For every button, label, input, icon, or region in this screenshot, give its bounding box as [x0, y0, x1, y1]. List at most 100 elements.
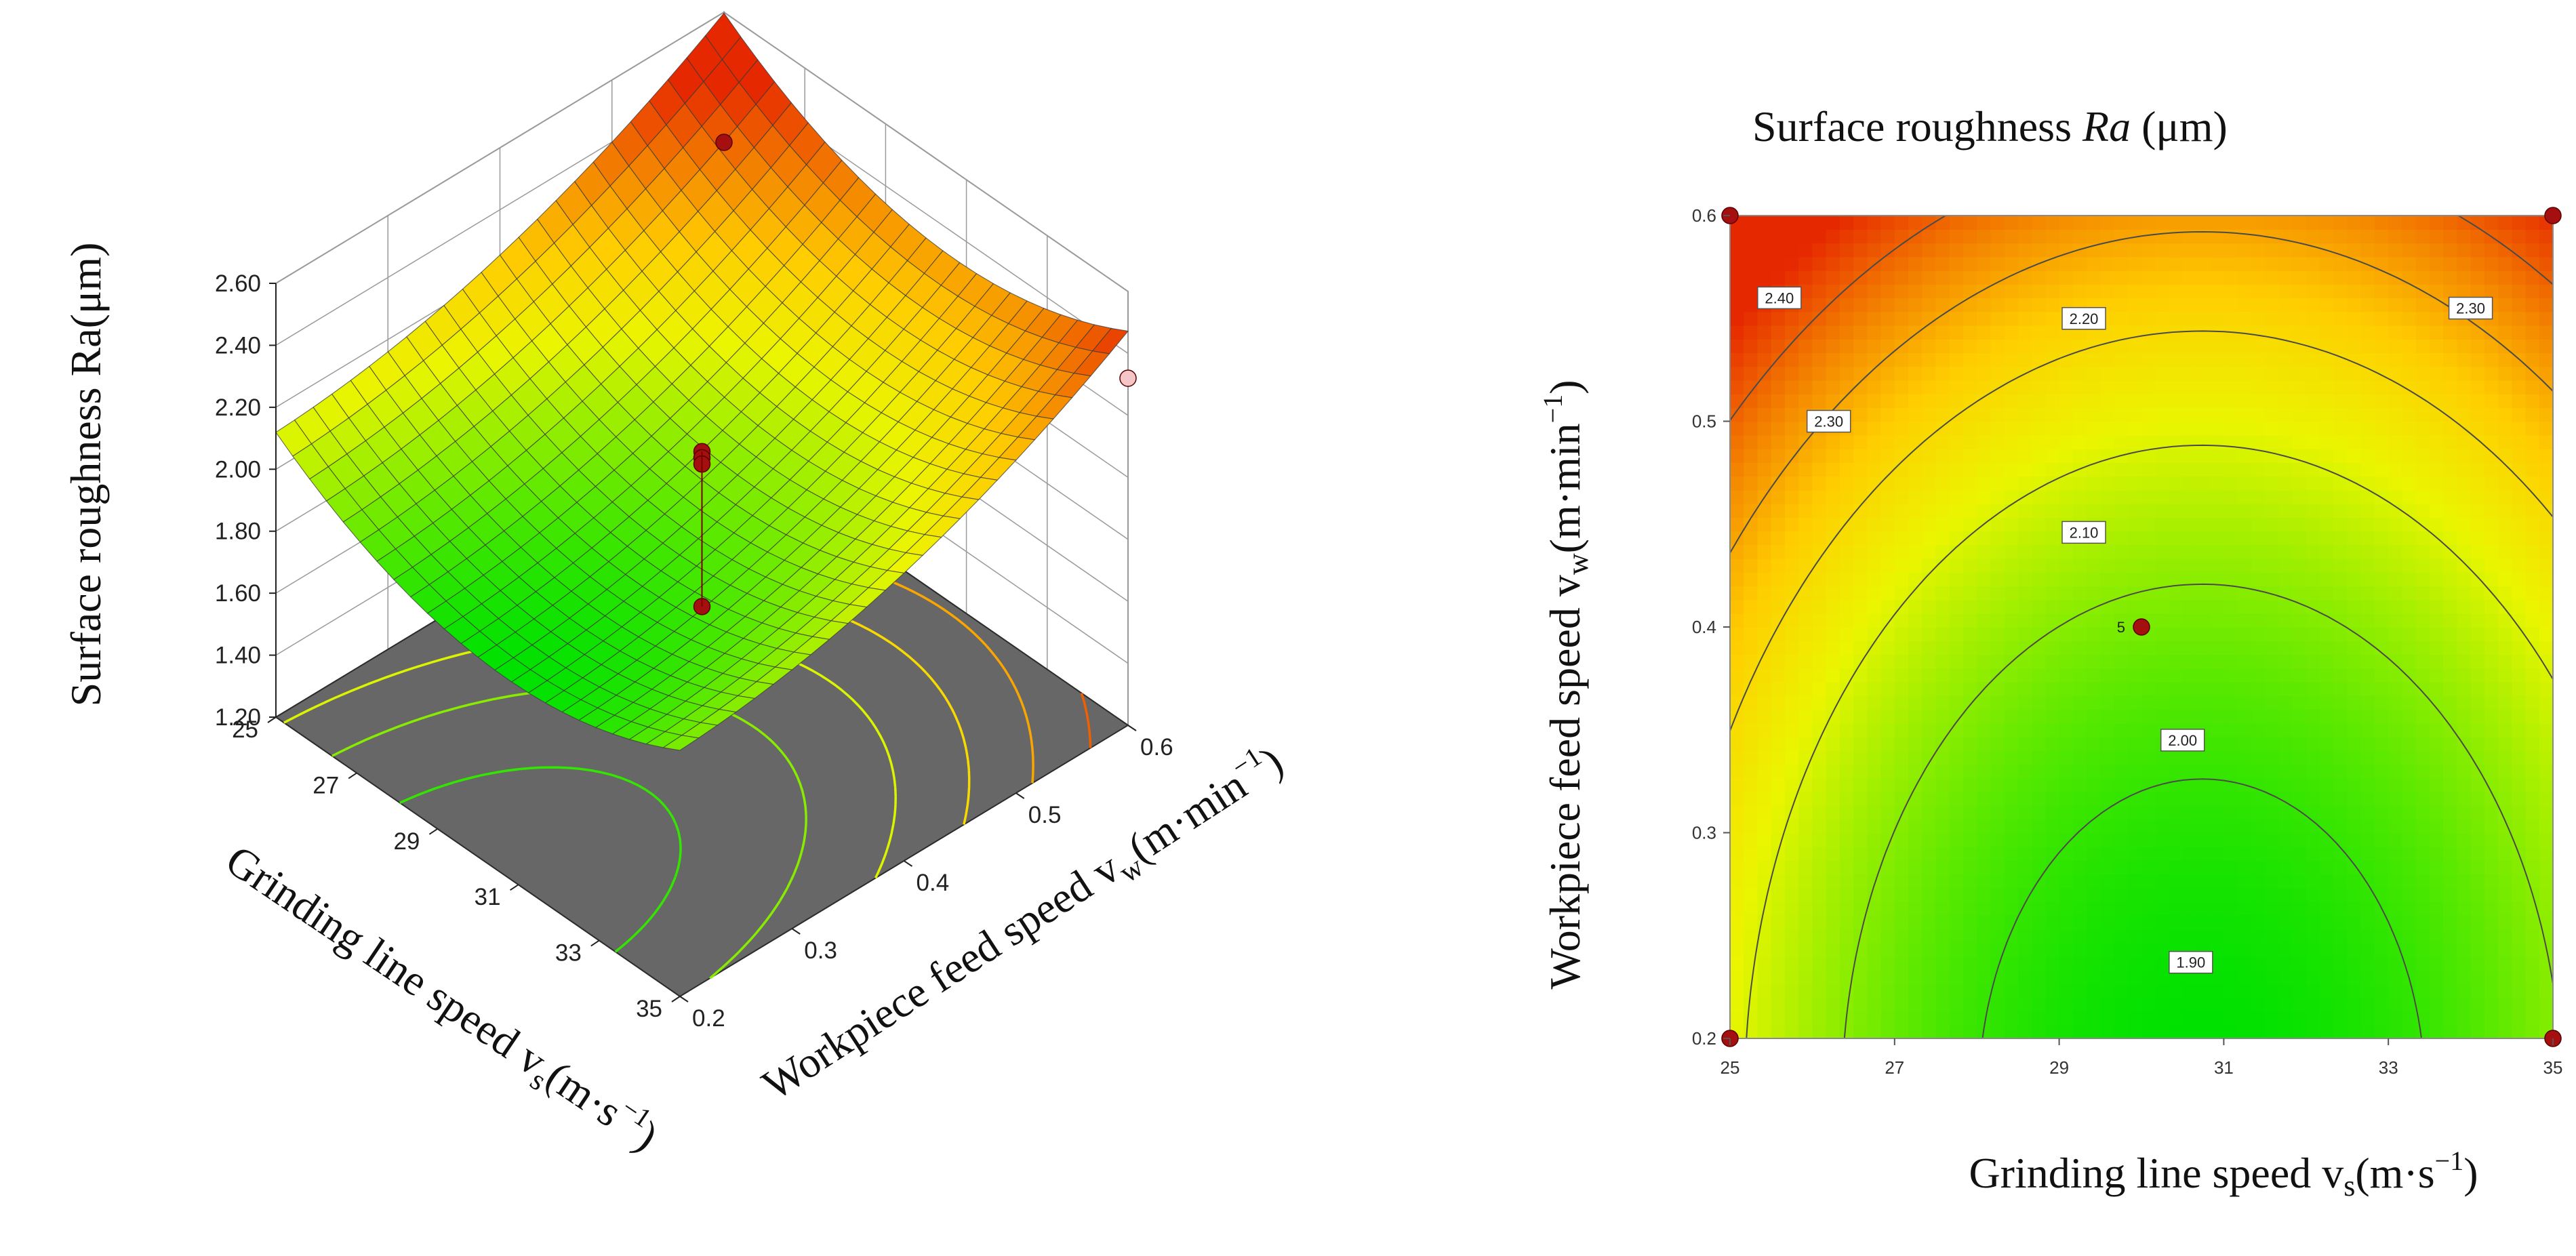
contour-field-cell — [2155, 654, 2170, 669]
contour-field-cell — [2210, 339, 2225, 354]
contour-field-cell — [2292, 997, 2307, 1012]
contour-field-cell — [1880, 860, 1895, 874]
contour-field-cell — [2155, 311, 2170, 326]
contour-field-cell — [1757, 914, 1772, 929]
contour-field-cell — [2004, 791, 2019, 806]
contour-field-cell — [2292, 311, 2307, 326]
contour-field-cell — [1757, 421, 1772, 436]
contour-field-cell — [2114, 380, 2129, 394]
contour-field-cell — [2320, 394, 2334, 408]
contour-field-cell — [2141, 216, 2156, 230]
contour-field-cell — [2539, 668, 2553, 683]
contour-field-cell — [1730, 256, 1744, 271]
contour-field-cell — [2182, 627, 2197, 641]
contour-field-cell — [2360, 270, 2375, 285]
contour-field-cell — [2045, 956, 2060, 971]
contour-field-cell — [2251, 969, 2266, 984]
contour-field-cell — [2402, 366, 2417, 381]
contour-field-cell — [2072, 256, 2087, 271]
contour-field-cell — [2265, 956, 2280, 971]
contour-field-cell — [2443, 942, 2458, 957]
contour-field-cell — [2470, 929, 2485, 944]
contour-field-cell — [1784, 764, 1799, 779]
contour-field-cell — [2127, 572, 2142, 587]
contour-field-cell — [2512, 874, 2527, 889]
contour-field-cell — [2429, 544, 2444, 559]
contour-field-cell — [1826, 750, 1840, 765]
contour-field-cell — [2059, 777, 2074, 792]
contour-field-cell — [2498, 380, 2513, 394]
contour-field-cell — [2375, 641, 2389, 655]
contour-field-cell — [2402, 243, 2417, 258]
contour-field-cell — [1867, 997, 1882, 1012]
contour-field-cell — [1880, 366, 1895, 381]
contour-field-cell — [2278, 901, 2293, 916]
contour-field-cell — [1977, 243, 1992, 258]
contour-field-cell — [2539, 791, 2553, 806]
contour-field-cell — [1894, 462, 1909, 477]
contour-field-cell — [2292, 517, 2307, 532]
contour-field-cell — [2087, 544, 2101, 559]
contour-field-cell — [2182, 216, 2197, 230]
contour-field-cell — [2196, 216, 2211, 230]
surface-y-tick-mark — [679, 996, 689, 1002]
contour-field-cell — [1880, 764, 1895, 779]
contour-field-cell — [2498, 723, 2513, 737]
contour-field-cell — [2375, 421, 2389, 436]
contour-field-cell — [2347, 380, 2362, 394]
contour-field-cell — [2059, 476, 2074, 491]
contour-field-cell — [2017, 216, 2032, 230]
contour-field-cell — [2100, 874, 2115, 889]
contour-field-cell — [2415, 366, 2430, 381]
contour-field-cell — [2155, 929, 2170, 944]
contour-field-cell — [1812, 558, 1827, 573]
contour-field-cell — [1798, 668, 1813, 683]
contour-field-cell — [2059, 764, 2074, 779]
contour-field-cell — [2100, 723, 2115, 737]
contour-field-cell — [2196, 256, 2211, 271]
contour-field-cell — [2072, 434, 2087, 449]
surface-y-tick-mark — [1127, 725, 1137, 731]
contour-field-cell — [2525, 860, 2540, 874]
contour-field-cell — [2292, 421, 2307, 436]
contour-y-tick-label: 0.5 — [1692, 411, 1716, 432]
contour-field-cell — [2223, 462, 2238, 477]
contour-field-cell — [1757, 860, 1772, 874]
contour-field-cell — [2292, 860, 2307, 874]
contour-field-cell — [2429, 627, 2444, 641]
contour-field-cell — [2032, 489, 2047, 504]
contour-field-cell — [1812, 284, 1827, 299]
contour-field-cell — [2223, 709, 2238, 724]
contour-field-cell — [2141, 777, 2156, 792]
contour-field-cell — [1963, 613, 1977, 628]
contour-field-cell — [1977, 229, 1992, 244]
contour-field-cell — [2429, 503, 2444, 518]
contour-field-cell — [2114, 558, 2129, 573]
contour-field-cell — [2512, 695, 2527, 710]
contour-field-cell — [2292, 791, 2307, 806]
contour-field-cell — [1908, 984, 1923, 998]
contour-field-cell — [2429, 764, 2444, 779]
contour-field-cell — [1771, 723, 1786, 737]
contour-field-cell — [2265, 339, 2280, 354]
contour-field-cell — [2196, 503, 2211, 518]
contour-field-cell — [1880, 256, 1895, 271]
contour-field-cell — [2087, 421, 2101, 436]
contour-field-cell — [2155, 462, 2170, 477]
contour-field-cell — [2498, 572, 2513, 587]
contour-field-cell — [2457, 750, 2472, 765]
contour-field-cell — [2484, 352, 2499, 367]
contour-field-cell — [1839, 586, 1854, 601]
contour-field-cell — [1730, 914, 1744, 929]
contour-field-cell — [1839, 997, 1854, 1012]
contour-field-cell — [1990, 421, 2005, 436]
contour-field-cell — [2333, 956, 2348, 971]
contour-field-cell — [2141, 517, 2156, 532]
contour-field-cell — [2512, 298, 2527, 312]
contour-field-cell — [2114, 243, 2129, 258]
contour-field-cell — [2072, 284, 2087, 299]
contour-field-cell — [2512, 270, 2527, 285]
contour-field-cell — [2320, 558, 2334, 573]
contour-field-cell — [2196, 394, 2211, 408]
contour-field-cell — [1771, 325, 1786, 340]
